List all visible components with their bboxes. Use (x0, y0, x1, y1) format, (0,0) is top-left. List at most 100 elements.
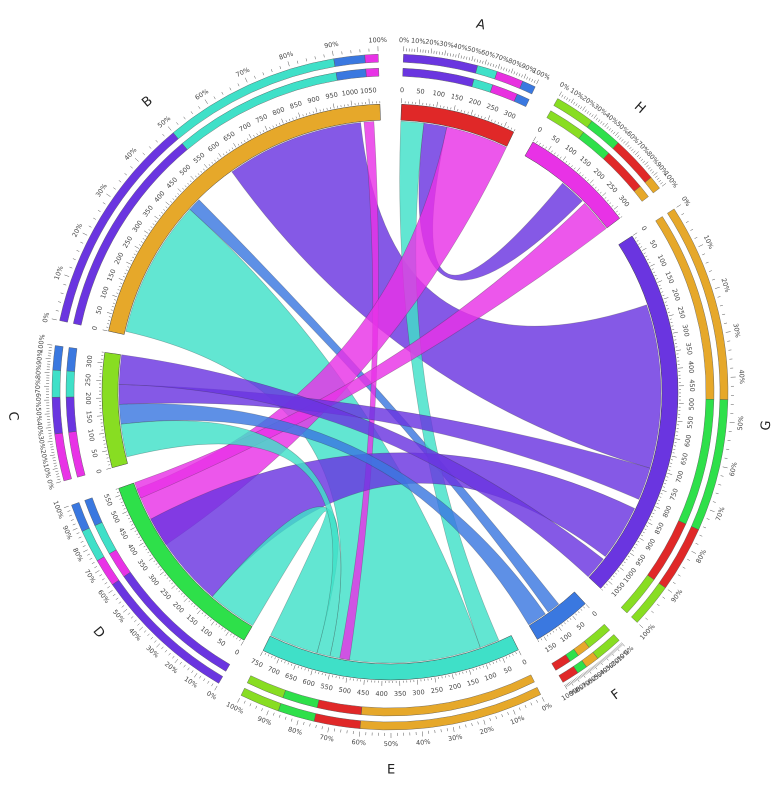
pct-tick (589, 113, 591, 115)
pct-tick (77, 533, 80, 534)
value-tick-label: 350 (136, 558, 150, 573)
value-tick (154, 216, 158, 219)
pct-tick (536, 700, 537, 703)
pct-tick (639, 625, 643, 628)
pct-tick (659, 180, 661, 182)
segment-label-D: D (90, 624, 108, 641)
value-tick (282, 119, 284, 124)
value-tick (643, 532, 645, 533)
pct-tick (184, 665, 186, 667)
value-tick (617, 570, 619, 571)
pct-tick-label: 50% (384, 740, 398, 748)
value-tick-label: 650 (679, 452, 690, 466)
value-tick (466, 671, 467, 673)
value-tick (191, 603, 192, 604)
pct-tick-label: 80% (34, 364, 43, 379)
pct-tick (99, 574, 102, 576)
value-tick-label: 50 (90, 449, 100, 459)
value-tick (590, 180, 593, 184)
value-tick (586, 604, 589, 608)
value-tick-label: 150 (578, 155, 593, 169)
pct-tick (119, 602, 121, 604)
value-tick-label: 50 (502, 665, 513, 676)
value-tick-label: 100 (99, 285, 111, 299)
value-tick (564, 623, 565, 625)
value-tick (580, 172, 581, 174)
value-tick-label: 300 (131, 219, 145, 234)
pct-tick (184, 117, 186, 119)
value-tick-label: 950 (634, 553, 648, 568)
value-tick (658, 500, 660, 501)
pct-tick (55, 471, 58, 472)
composition-bar-G-1-3 (631, 583, 665, 622)
pct-tick (597, 663, 599, 665)
value-tick (184, 598, 188, 602)
pct-tick (587, 111, 589, 113)
value-tick-label: 150 (450, 92, 464, 103)
segment-label-C: C (5, 411, 21, 421)
pct-tick (726, 449, 729, 450)
value-tick (635, 237, 637, 238)
value-tick (633, 233, 637, 236)
pct-tick (726, 332, 731, 333)
value-tick (268, 654, 269, 656)
value-tick-label: 100 (483, 671, 497, 683)
pct-tick (621, 643, 624, 647)
pct-tick (503, 68, 504, 71)
pct-tick (151, 637, 153, 639)
value-tick (313, 111, 314, 113)
composition-bar-B-1-3 (365, 54, 379, 63)
value-tick (668, 312, 670, 313)
value-tick (232, 148, 233, 150)
value-tick-label: 0 (233, 648, 241, 657)
value-tick-label: 50 (216, 637, 227, 648)
pct-tick (529, 78, 530, 81)
pct-tick (678, 575, 681, 577)
pct-tick (458, 53, 459, 58)
pct-tick-label: 0% (205, 689, 218, 701)
value-tick (216, 624, 217, 626)
value-tick (333, 104, 334, 109)
value-tick (614, 206, 618, 209)
pct-tick (297, 720, 298, 725)
value-tick (539, 143, 540, 145)
pct-tick (447, 728, 448, 731)
pct-tick (135, 158, 139, 161)
value-tick (146, 549, 148, 550)
value-tick-label: 50 (575, 620, 586, 631)
value-tick (230, 634, 231, 636)
pct-tick (122, 605, 124, 607)
pct-tick (614, 649, 616, 651)
pct-tick (52, 319, 57, 320)
pct-tick (625, 142, 628, 146)
value-tick-label: 650 (222, 130, 237, 143)
pct-tick (602, 659, 604, 661)
pct-tick (516, 72, 517, 75)
pct-tick (635, 151, 639, 154)
pct-tick (613, 650, 615, 652)
pct-tick (480, 60, 481, 63)
value-tick (561, 625, 562, 627)
pct-tick (130, 166, 132, 168)
pct-tick (303, 722, 304, 725)
pct-tick (587, 670, 589, 672)
pct-tick (297, 61, 298, 64)
value-tick (143, 238, 145, 239)
composition-bar-C-1-0 (55, 433, 72, 481)
value-tick-label: 250 (605, 180, 619, 195)
value-tick (181, 593, 182, 594)
value-tick (607, 200, 609, 201)
value-tick (478, 115, 479, 117)
pct-tick-label: 30% (94, 182, 109, 198)
value-tick-label: 200 (592, 167, 607, 181)
pct-tick-label: 100% (225, 700, 245, 715)
value-tick (154, 561, 156, 562)
pct-tick (89, 226, 92, 227)
value-tick (661, 493, 663, 494)
pct-tick (617, 646, 619, 648)
value-tick (229, 150, 230, 152)
pct-tick (519, 74, 520, 77)
value-tick (514, 129, 515, 131)
value-tick (198, 173, 199, 175)
pct-tick (477, 59, 478, 62)
